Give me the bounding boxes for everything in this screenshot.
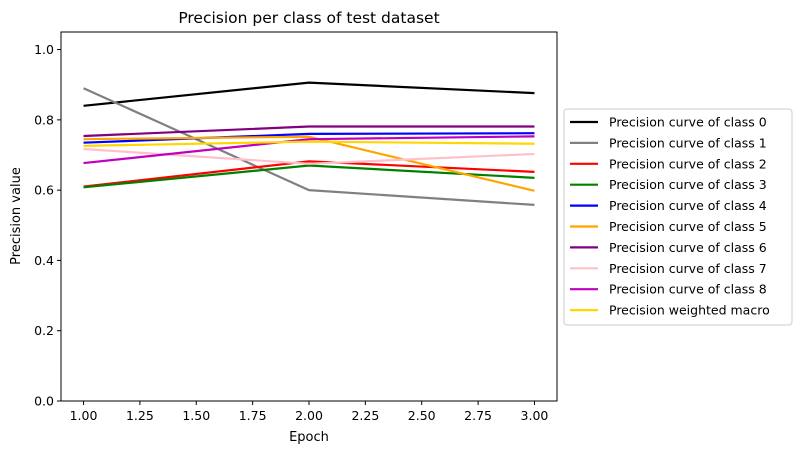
y-axis-title: Precision value [9,167,24,265]
series-line-7 [83,147,535,165]
legend-label: Precision curve of class 5 [609,219,767,234]
series-line-1 [83,87,535,206]
legend-label: Precision curve of class 6 [609,240,767,255]
chart-title: Precision per class of test dataset [178,9,439,27]
legend: Precision curve of class 0 Precision curv… [563,108,793,326]
legend-label: Precision weighted macro [609,303,770,318]
legend-label: Precision curve of class 1 [609,135,767,150]
legend-label: Precision curve of class 0 [609,115,767,130]
y-tick-label: 0.6 [34,183,54,198]
x-tick-label: 2.50 [408,408,436,423]
x-axis-title: Epoch [289,430,329,445]
legend-label: Precision curve of class 4 [609,198,767,213]
series-line-5 [83,135,535,192]
series-line-2 [83,160,535,188]
y-tick-label: 0.8 [34,112,54,127]
y-tick-label: 0.0 [34,394,54,409]
series-line-0 [83,81,535,107]
y-axis: 0.0 0.2 0.4 0.6 0.8 1.0 [34,42,61,409]
y-tick-label: 0.4 [34,253,54,268]
x-axis: 1.00 1.25 1.50 1.75 2.00 2.25 2.50 2.75 3.00 [70,401,549,423]
y-tick-label: 0.2 [34,323,54,338]
plot-area [83,81,535,206]
series-line-6 [83,125,535,138]
x-tick-label: 1.25 [126,408,154,423]
x-tick-label: 1.50 [182,408,210,423]
legend-box [563,108,793,326]
x-tick-label: 3.00 [521,408,549,423]
plot-frame [60,31,558,402]
x-tick-label: 1.00 [70,408,98,423]
y-tick-label: 1.0 [34,42,54,57]
x-tick-label: 1.75 [239,408,267,423]
legend-label: Precision curve of class 8 [609,282,767,297]
x-tick-label: 2.25 [351,408,379,423]
series-line-8 [83,135,535,165]
legend-label: Precision curve of class 7 [609,261,767,276]
series-line-4 [83,132,535,144]
legend-label: Precision curve of class 2 [609,156,767,171]
legend-label: Precision curve of class 3 [609,177,767,192]
series-line-9 [83,140,535,147]
x-tick-label: 2.75 [464,408,492,423]
x-tick-label: 2.00 [295,408,323,423]
